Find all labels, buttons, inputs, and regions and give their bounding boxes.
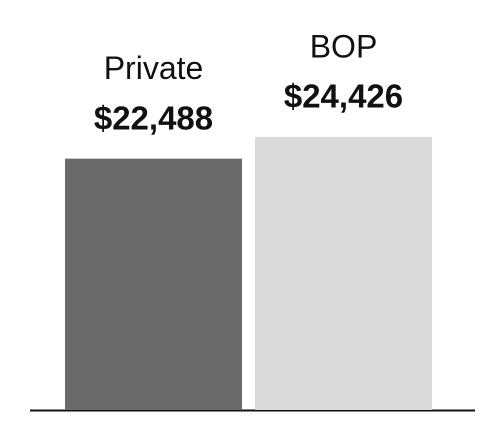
category-label: BOP bbox=[310, 28, 378, 64]
bar bbox=[65, 158, 242, 410]
bar bbox=[255, 136, 432, 410]
category-label: Private bbox=[104, 50, 204, 86]
value-label: $22,488 bbox=[94, 99, 213, 136]
value-label: $24,426 bbox=[284, 78, 403, 115]
